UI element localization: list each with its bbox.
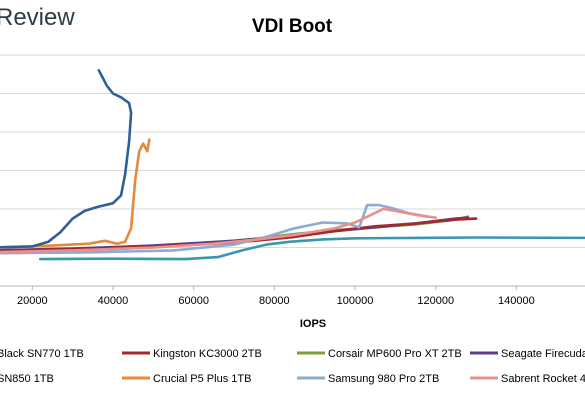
- x-tick-label: 120000: [417, 295, 454, 307]
- legend-label: Black SN770 1TB: [0, 348, 84, 360]
- series-lines: [0, 69, 585, 261]
- legend-label: Corsair MP600 Pro XT 2TB: [328, 348, 462, 360]
- x-tick-label: 60000: [178, 295, 209, 307]
- x-tick-label: 80000: [259, 295, 290, 307]
- series-line-samsung-980-pro-2tb: [0, 203, 429, 255]
- legend-label: Samsung 980 Pro 2TB: [328, 373, 439, 385]
- legend-label: Kingston KC3000 2TB: [153, 348, 262, 360]
- legend-label: Seagate Firecuda 530 2TB: [501, 348, 585, 360]
- brand-wordmark: Review: [0, 4, 75, 31]
- legend-label: SN850 1TB: [0, 373, 54, 385]
- x-axis-label: IOPS: [300, 318, 326, 330]
- series-line-crucial-p5-plus-1tb: [0, 138, 151, 249]
- legend-label: Crucial P5 Plus 1TB: [153, 373, 251, 385]
- legend-label: Sabrent Rocket 4 Plus 2TB: [501, 373, 585, 385]
- x-tick-labels: 20000 40000 60000 80000 100000 120000 140000: [17, 286, 535, 307]
- series-line-sn850-1tb: [39, 236, 585, 261]
- x-tick-label: 100000: [337, 295, 374, 307]
- x-tick-label: 40000: [98, 295, 129, 307]
- series-line-sabrent-rocket-4-plus-2tb: [0, 207, 437, 254]
- gridlines: [0, 54, 585, 248]
- series-line-black-sn770-1tb: [0, 69, 133, 249]
- legend: Black SN770 1TB Kingston KC3000 2TB Corsai…: [0, 348, 585, 385]
- chart-title: VDI Boot: [252, 16, 333, 37]
- x-tick-label: 140000: [498, 295, 535, 307]
- x-tick-label: 20000: [17, 295, 48, 307]
